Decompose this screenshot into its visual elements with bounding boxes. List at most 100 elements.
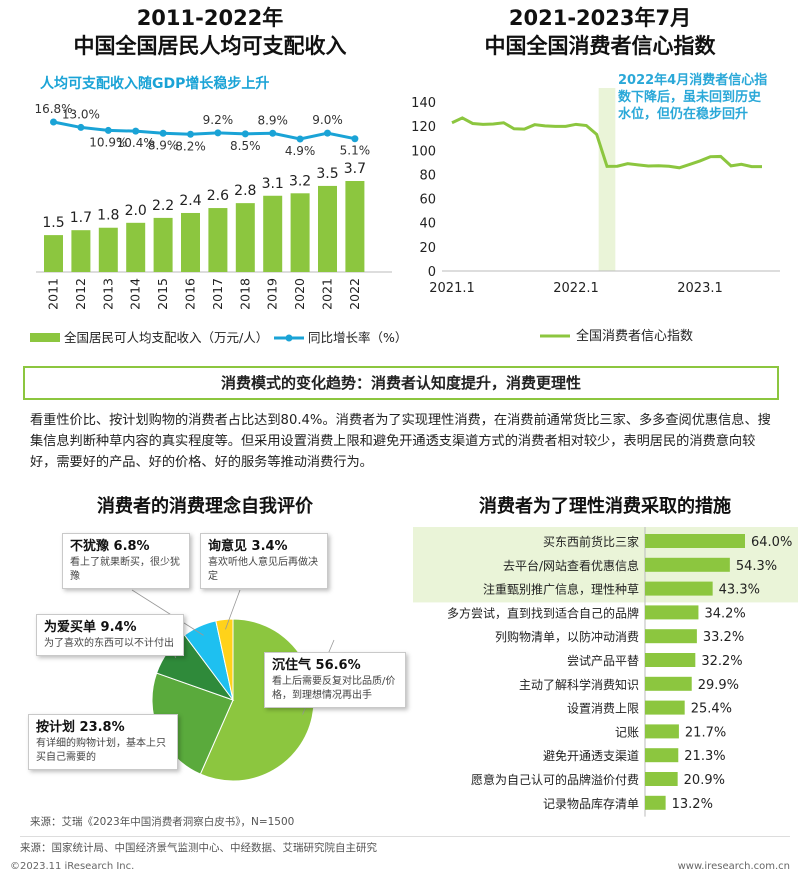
growth-label: 10.9% xyxy=(89,135,127,149)
confidence-callout: 2022年4月消费者信心指数下降后，虽未回到历史水位，但仍在稳步回升 xyxy=(618,73,768,122)
pie-annotation-box: 沉住气 56.6% 看上后需要反复对比品质/价格，到理想情况再出手 xyxy=(264,652,406,708)
measure-bar xyxy=(645,629,697,644)
income-x-tick: 2012 xyxy=(73,278,88,310)
data-source: 来源：国家统计局、中国经济景气监测中心、中经数据、艾瑞研究院自主研究 xyxy=(20,842,377,854)
income-bar-label: 3.5 xyxy=(316,166,338,182)
confidence-line xyxy=(451,116,762,170)
income-x-tick: 2020 xyxy=(292,278,307,310)
measure-value-label: 34.2% xyxy=(704,606,745,621)
income-x-tick: 2014 xyxy=(128,278,143,310)
measure-bar xyxy=(645,795,666,810)
pie-annotation-box: 询意见 3.4% 喜欢听他人意见后再做决定 xyxy=(200,533,328,589)
income-bar xyxy=(345,181,365,272)
measure-value-label: 33.2% xyxy=(703,630,744,645)
growth-point xyxy=(159,129,167,137)
pie-slice-label: 不犹豫 6.8% xyxy=(70,539,150,554)
income-bar xyxy=(126,222,146,272)
pie-leader-line xyxy=(131,589,204,636)
income-bar-label: 3.1 xyxy=(262,176,284,192)
income-bar-label: 2.6 xyxy=(207,188,229,204)
measure-bar xyxy=(645,700,685,715)
income-bar-label: 1.8 xyxy=(97,208,119,224)
income-bar xyxy=(181,212,200,272)
measure-category-label: 设置消费上限 xyxy=(567,702,639,716)
pie-section-title: 消费者的消费理念自我评价 xyxy=(97,496,313,517)
income-bar-label: 1.7 xyxy=(70,210,92,226)
measure-value-label: 54.3% xyxy=(736,559,777,574)
growth-point xyxy=(324,129,331,137)
income-bar xyxy=(318,185,337,272)
income-bar xyxy=(98,227,118,272)
legend-bar-label: 全国居民可人均支配收入（万元/人） xyxy=(64,330,268,345)
growth-point xyxy=(351,135,359,143)
y-tick-label: 0 xyxy=(428,265,436,280)
measure-bar xyxy=(645,676,692,691)
pie-leader-line xyxy=(225,589,241,630)
legend-line-marker xyxy=(285,334,293,342)
growth-point xyxy=(269,129,277,137)
pie-slice-description: 喜欢听他人意见后再做决定 xyxy=(208,557,318,582)
pie-slice-label: 按计划 23.8% xyxy=(36,720,125,735)
income-x-tick: 2019 xyxy=(265,278,280,310)
pie-slice xyxy=(215,618,234,701)
income-x-tick: 2017 xyxy=(210,278,225,310)
income-x-tick: 2021 xyxy=(320,278,335,310)
income-x-tick: 2013 xyxy=(100,278,115,310)
measure-category-label: 列购物清单，以防冲动消费 xyxy=(495,629,639,644)
measure-value-label: 21.7% xyxy=(685,725,726,740)
growth-point xyxy=(214,129,222,137)
growth-label: 8.2% xyxy=(175,139,206,153)
measure-bar xyxy=(645,557,730,572)
measure-category-label: 尝试产品平替 xyxy=(567,653,639,668)
x-tick-label: 2023.1 xyxy=(677,281,723,296)
source-divider xyxy=(20,836,790,837)
measure-category-label: 买东西前货比三家 xyxy=(543,534,639,549)
growth-point xyxy=(241,130,249,138)
y-tick-label: 140 xyxy=(411,96,436,111)
income-x-tick: 2018 xyxy=(237,278,252,310)
income-bar-label: 3.2 xyxy=(289,173,311,189)
measure-bar xyxy=(645,748,679,763)
pie-annotation-box: 为爱买单 9.4% 为了喜欢的东西可以不计付出 xyxy=(36,614,184,656)
measure-value-label: 21.3% xyxy=(684,749,725,764)
growth-label: 5.1% xyxy=(340,144,371,158)
legend-label: 全国消费者信心指数 xyxy=(576,328,693,344)
measure-value-label: 43.3% xyxy=(719,583,760,598)
income-x-tick: 2022 xyxy=(347,278,362,310)
measure-value-label: 13.2% xyxy=(672,797,713,812)
income-chart-title-2: 中国全国居民人均可支配收入 xyxy=(73,34,347,58)
growth-point xyxy=(296,135,304,143)
measure-category-label: 多方尝试，直到找到适合自己的品牌 xyxy=(447,605,639,620)
income-x-tick: 2015 xyxy=(155,278,170,310)
pie-slice-label: 沉住气 56.6% xyxy=(272,658,361,673)
growth-point xyxy=(77,123,85,131)
y-tick-label: 120 xyxy=(411,120,436,135)
pie-annotation-box: 按计划 23.8% 有详细的购物计划，基本上只买自己需要的 xyxy=(28,714,178,770)
y-tick-label: 80 xyxy=(419,168,436,183)
growth-label: 8.9% xyxy=(257,113,288,127)
website: www.iresearch.com.cn xyxy=(677,861,790,872)
pie-slice-description: 看上了就果断买，很少犹豫 xyxy=(70,557,180,582)
pie-slice-description: 看上后需要反复对比品质/价格，到理想情况再出手 xyxy=(272,676,396,701)
growth-line xyxy=(53,120,356,141)
legend-bar-swatch xyxy=(30,333,60,342)
growth-label: 9.0% xyxy=(312,113,343,127)
income-bar-label: 2.0 xyxy=(125,203,147,219)
income-bar-label: 1.5 xyxy=(42,215,64,231)
measure-value-label: 64.0% xyxy=(751,535,792,550)
measure-value-label: 29.9% xyxy=(698,678,739,693)
x-tick-label: 2021.1 xyxy=(429,281,475,296)
legend-line-label: 同比增长率（%） xyxy=(308,330,400,345)
y-tick-label: 60 xyxy=(419,193,436,208)
pie-source: 来源：艾瑞《2023年中国消费者洞察白皮书》，N=1500 xyxy=(30,816,295,828)
income-bar xyxy=(44,235,63,272)
income-bar xyxy=(235,203,255,272)
measure-bar xyxy=(645,724,679,739)
growth-label: 16.8% xyxy=(34,102,72,116)
y-tick-label: 100 xyxy=(411,144,436,159)
measure-category-label: 避免开通透支渠道 xyxy=(543,748,639,763)
income-bar-label: 2.8 xyxy=(234,183,256,199)
growth-point xyxy=(132,127,140,135)
growth-label: 8.9% xyxy=(148,138,179,152)
pie-slice-description: 为了喜欢的东西可以不计付出 xyxy=(44,638,174,649)
